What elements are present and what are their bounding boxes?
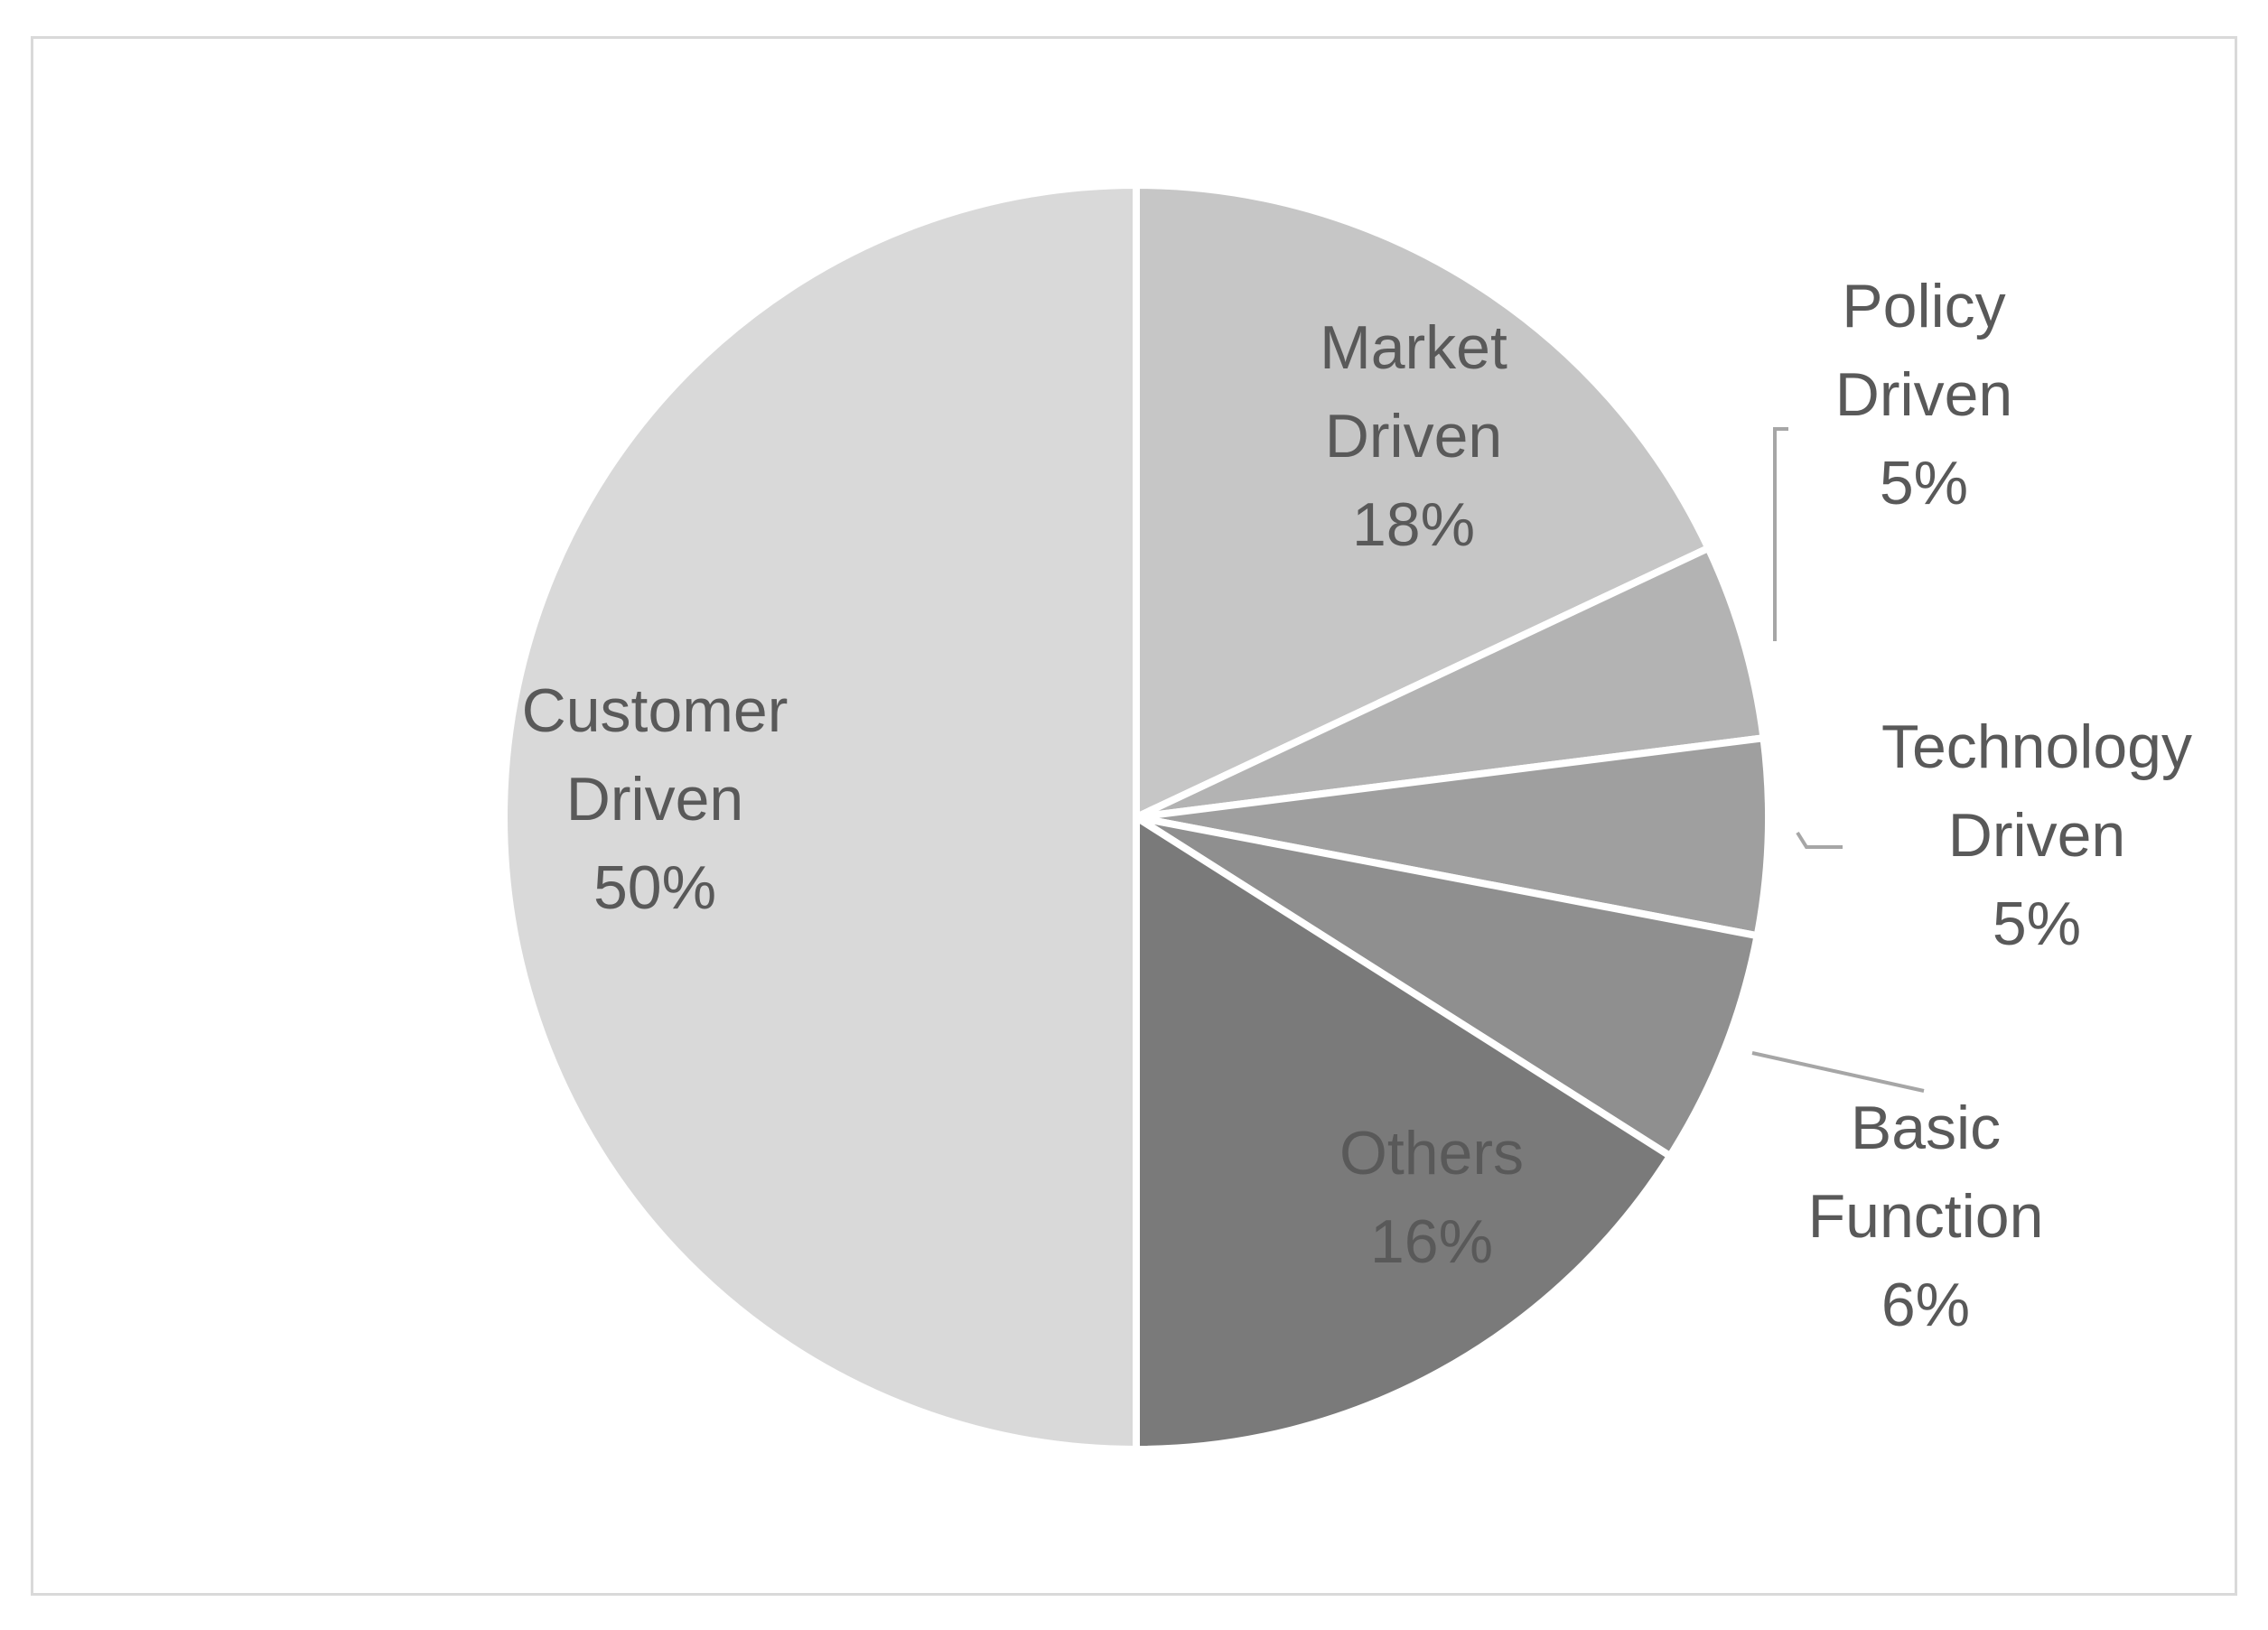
data-label-category: Driven [566,765,744,834]
pie-slice-basic-function [1134,814,1762,1161]
data-label-market-driven: Market Driven 18% [1320,313,1507,559]
data-label-policy-driven: Policy Driven 5% [1835,272,2013,517]
leader-line-policy-driven [1773,427,1788,641]
data-label-category: Customer [522,676,789,745]
data-label-technology-driven: Technology Driven 5% [1881,713,2192,958]
data-label-category: Policy [1842,272,2005,340]
data-label-value: 18% [1352,490,1475,559]
pie-slice-technology-driven [1135,733,1772,940]
pie-slice-customer-driven [500,181,1140,1454]
data-label-category: Driven [1325,402,1503,470]
data-label-value: 16% [1370,1207,1493,1276]
leader-line-technology-driven [1796,831,1843,849]
data-label-basic-function: Basic Function 6% [1808,1094,2044,1339]
data-label-others: Others 16% [1339,1119,1524,1276]
data-label-customer-driven: Customer Driven 50% [522,676,789,922]
data-label-category: Market [1320,313,1507,382]
data-label-category: Driven [1835,360,2013,429]
data-label-category: Technology [1881,713,2192,781]
data-label-category: Others [1339,1119,1524,1188]
leader-lines [1751,427,1925,1093]
pie-slices [500,181,1772,1454]
pie-slice-market-driven [1133,181,1713,824]
data-label-category: Driven [1948,801,2126,870]
pie-slice-policy-driven [1134,543,1768,821]
data-labels: Market Driven 18% Policy Driven 5% Technology D… [522,272,2192,1339]
data-label-value: 5% [1880,449,1968,517]
leader-line-basic-function [1751,1051,1925,1093]
data-label-category: Function [1808,1182,2044,1251]
pie-slice-others [1133,810,1675,1454]
data-label-value: 50% [593,853,716,922]
data-label-category: Basic [1851,1094,2001,1162]
data-label-value: 5% [1993,890,2081,958]
data-label-value: 6% [1881,1271,1970,1339]
